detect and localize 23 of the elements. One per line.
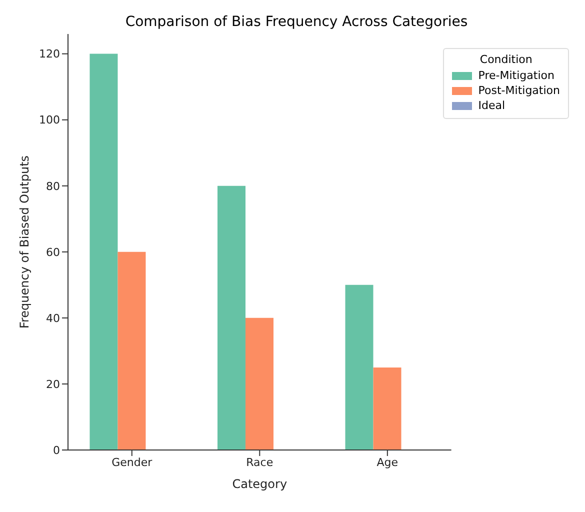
y-tick-label: 120 [39, 48, 60, 61]
bar [118, 252, 146, 450]
legend-label: Pre-Mitigation [478, 69, 554, 82]
x-tick-label: Gender [112, 456, 153, 469]
legend-label: Ideal [478, 99, 506, 112]
y-tick-label: 40 [46, 312, 60, 325]
y-tick-label: 100 [39, 114, 60, 127]
y-tick-label: 0 [53, 444, 60, 457]
chart-title: Comparison of Bias Frequency Across Categories [125, 14, 468, 30]
bar [245, 318, 274, 450]
y-tick-label: 60 [46, 246, 60, 259]
y-tick-label: 80 [46, 180, 60, 193]
bar [373, 367, 402, 450]
y-tick-label: 20 [46, 378, 60, 391]
legend-label: Post-Mitigation [478, 84, 560, 97]
bar [90, 54, 118, 450]
legend-title: Condition [478, 53, 534, 66]
y-axis-title: Frequency of Biased Outputs [17, 155, 32, 329]
bar [217, 186, 246, 450]
x-axis-title: Category [232, 477, 288, 491]
x-tick-label: Age [376, 456, 398, 469]
x-tick-label: Race [246, 456, 274, 469]
bar [345, 284, 374, 450]
